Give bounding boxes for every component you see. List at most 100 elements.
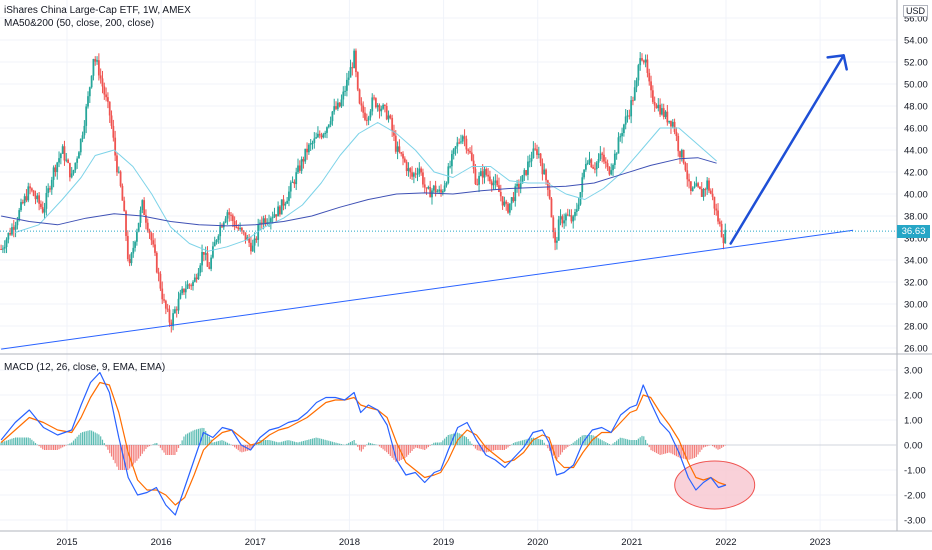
candle-body <box>556 240 558 243</box>
candle-body <box>224 218 227 223</box>
candle-body <box>713 196 716 209</box>
candle-body <box>516 183 518 187</box>
price-tick-label: 42.00 <box>904 168 928 179</box>
candle-body <box>154 244 156 253</box>
candle-body <box>300 159 303 171</box>
candle-body <box>119 171 122 186</box>
macd-tick-label: -3.00 <box>904 516 926 527</box>
time-tick-label: 2023 <box>810 537 831 548</box>
price-tick-label: 56.00 <box>904 14 928 25</box>
candle-body <box>141 200 144 211</box>
candle-body <box>512 197 515 202</box>
candle-body <box>664 111 667 117</box>
candle-body <box>67 159 69 163</box>
candle-body <box>105 94 108 98</box>
candle-body <box>566 214 569 216</box>
candle-body <box>293 181 296 185</box>
candle-body <box>291 181 294 183</box>
candle-body <box>188 284 191 286</box>
candle-body <box>365 119 368 121</box>
candle-body <box>78 152 80 159</box>
candle-body <box>684 162 687 171</box>
candle-body <box>40 203 42 208</box>
candle-body <box>145 214 147 223</box>
candle-body <box>262 218 265 225</box>
candle-body <box>181 288 184 294</box>
candle-body <box>384 104 386 107</box>
time-tick-label: 2021 <box>621 537 642 548</box>
candle-body <box>443 185 446 192</box>
candle-body <box>679 151 681 158</box>
candle-body <box>427 186 430 189</box>
candle-body <box>250 242 252 252</box>
price-tick-label: 34.00 <box>904 256 928 267</box>
candle-body <box>632 100 634 102</box>
candle-body <box>371 97 374 112</box>
price-tick-label: 26.00 <box>904 344 928 355</box>
candle-body <box>588 159 591 163</box>
candle-body <box>221 226 223 228</box>
candle-body <box>12 227 15 230</box>
candle-body <box>21 202 24 204</box>
candle-body <box>345 79 348 91</box>
currency-label[interactable]: USD <box>903 5 929 17</box>
candle-body <box>662 108 665 117</box>
candle-body <box>108 101 111 116</box>
candle-body <box>615 153 618 155</box>
candle-body <box>7 232 10 240</box>
candle-body <box>655 105 658 109</box>
candle-body <box>604 161 607 164</box>
candle-body <box>248 237 251 243</box>
candle-body <box>117 171 120 173</box>
candle-body <box>686 170 689 180</box>
candle-body <box>298 165 301 171</box>
candle-body <box>508 203 511 213</box>
candle-body <box>206 253 209 267</box>
candle-body <box>228 212 231 215</box>
time-tick-label: 2018 <box>339 537 360 548</box>
candle-body <box>478 175 480 185</box>
candle-body <box>184 288 187 293</box>
candle-body <box>373 97 375 99</box>
candle-body <box>190 285 193 287</box>
candle-body <box>420 168 423 173</box>
candle-body <box>215 240 218 243</box>
candle-body <box>403 158 406 162</box>
candle-body <box>327 124 330 128</box>
highlight-ellipse <box>674 460 756 510</box>
candle-body <box>369 111 372 118</box>
candle-body <box>709 190 712 194</box>
candle-body <box>452 148 455 155</box>
candle-body <box>641 58 643 61</box>
candle-body <box>633 87 636 101</box>
candle-body <box>646 59 649 73</box>
candle-body <box>230 214 232 216</box>
candle-body <box>302 159 305 162</box>
candle-body <box>693 186 696 188</box>
candle-body <box>456 142 459 147</box>
candle-body <box>637 65 640 81</box>
candle-body <box>431 190 433 198</box>
candle-body <box>682 149 685 163</box>
candle-body <box>251 245 254 252</box>
candle-body <box>670 120 672 127</box>
candle-body <box>494 180 497 183</box>
candle-body <box>219 226 222 237</box>
candle-body <box>367 117 370 121</box>
candle-body <box>70 173 73 178</box>
price-tick-label: 40.00 <box>904 190 928 201</box>
candle-body <box>489 176 491 182</box>
candle-body <box>561 216 564 224</box>
price-tick-label: 36.00 <box>904 234 928 245</box>
candle-body <box>134 241 136 248</box>
candle-body <box>525 170 528 175</box>
candle-body <box>414 173 417 175</box>
macd-line <box>0 371 727 516</box>
ma-indicator-label: MA50&200 (50, close, 200, close) <box>4 18 155 29</box>
candle-body <box>628 115 631 117</box>
candle-body <box>295 172 298 185</box>
candle-body <box>81 135 84 139</box>
candle-body <box>423 184 426 188</box>
candle-body <box>718 221 721 224</box>
